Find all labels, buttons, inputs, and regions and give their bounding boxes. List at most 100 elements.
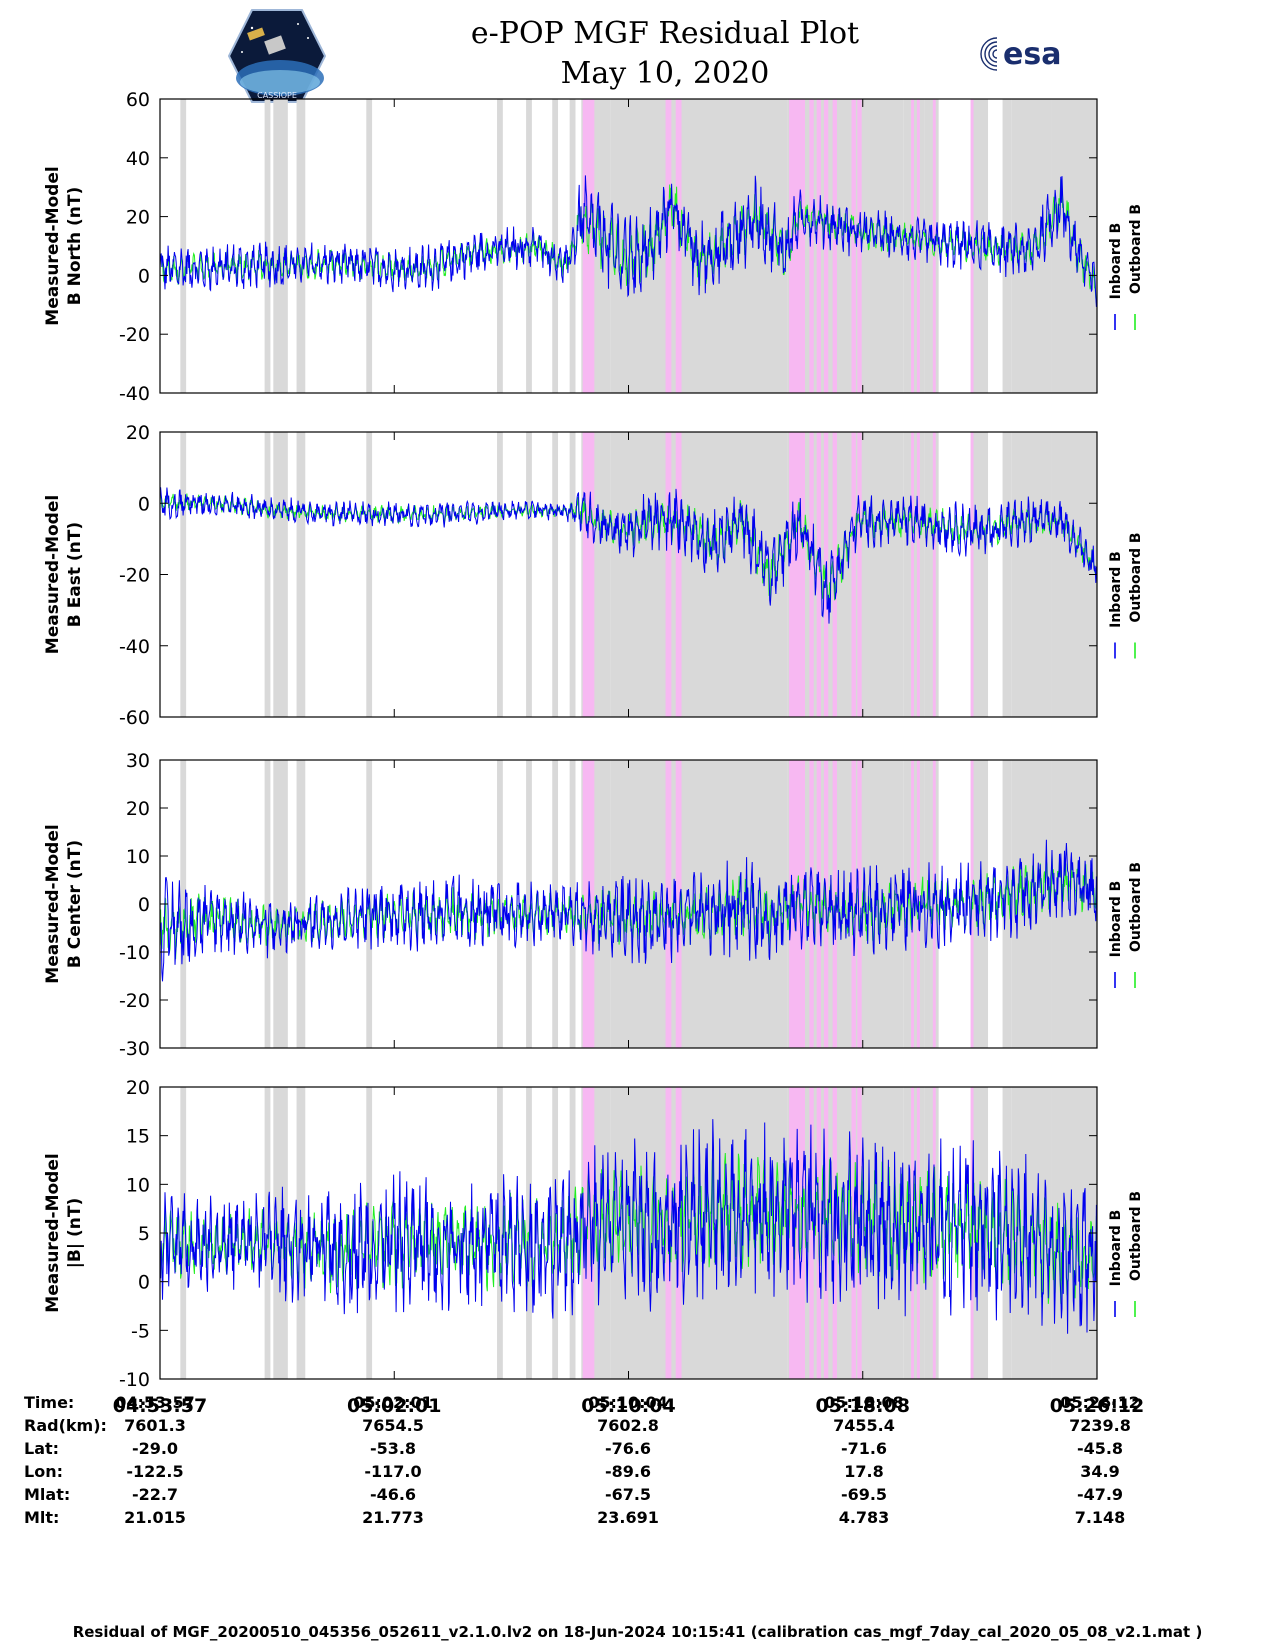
orbit-row-value: -46.6 (369, 1485, 417, 1504)
y-tick-label: 40 (126, 148, 150, 170)
y-axis-label-line-1: Measured-Model (43, 824, 63, 983)
orbit-row-label: Time: (24, 1393, 75, 1412)
y-tick-label: -10 (119, 942, 150, 964)
gray-band (180, 432, 187, 717)
orbit-row-value: 7239.8 (1069, 1416, 1131, 1435)
gray-band (273, 432, 288, 717)
y-tick-label: 60 (126, 89, 150, 111)
orbit-row-value: 05:18:08 (824, 1393, 904, 1412)
gray-band (569, 1087, 576, 1379)
gray-band (569, 432, 576, 717)
pink-band (832, 432, 837, 717)
gray-band (264, 760, 271, 1048)
legend-label-inboard: Inboard B (1108, 223, 1124, 300)
pink-band (916, 432, 920, 717)
legend-label-outboard: Outboard B (1128, 1191, 1144, 1281)
pink-band (832, 99, 837, 393)
x-tick-label: 05:26:12 (1050, 1395, 1145, 1417)
orbit-row-value: -89.6 (604, 1462, 652, 1481)
orbit-row-value: 23.691 (597, 1508, 659, 1527)
panel-3: -30 -20 -10 0 10 20 30 Measured-Model B Center (… (43, 750, 1144, 1060)
gray-band (552, 99, 559, 393)
pink-band (851, 99, 856, 393)
cassiope-logo-text: CASSIOPE (257, 91, 297, 100)
gray-band (970, 432, 989, 717)
gray-band (296, 760, 306, 1048)
pink-band (665, 99, 672, 393)
y-tick-label: 10 (126, 1174, 150, 1196)
y-tick-label: -20 (119, 324, 150, 346)
y-axis-label-line-1: Measured-Model (43, 1153, 63, 1312)
pink-band (789, 99, 801, 393)
orbit-row-value: 7601.3 (124, 1416, 186, 1435)
gray-band (273, 99, 288, 393)
gray-band (1002, 432, 1012, 717)
x-tick-label: 04:53:57 (113, 1395, 208, 1417)
gray-band (497, 1087, 503, 1379)
orbit-row-label: Lat: (24, 1439, 60, 1458)
orbit-row-value: 7602.8 (597, 1416, 659, 1435)
pink-band (809, 432, 814, 717)
orbit-row-label: Mlt: (24, 1508, 60, 1527)
orbit-row-value: -69.5 (840, 1485, 888, 1504)
orbit-row-value: 17.8 (844, 1462, 884, 1481)
pink-band (911, 432, 914, 717)
pink-band (800, 432, 806, 717)
gray-band (610, 432, 788, 717)
pink-band (851, 432, 856, 717)
gray-band (526, 760, 532, 1048)
orbit-row-label: Mlat: (24, 1485, 71, 1504)
inboard-series (159, 175, 1098, 308)
orbit-row-value: -45.8 (1076, 1439, 1124, 1458)
y-tick-label: -20 (119, 990, 150, 1012)
y-axis-label-line-1: Measured-Model (43, 495, 63, 654)
pink-band (582, 432, 595, 717)
gray-band (264, 432, 271, 717)
orbit-row-value: -22.7 (131, 1485, 179, 1504)
orbit-row-value: 05:02:01 (353, 1393, 433, 1412)
orbit-row-label: Rad(km): (24, 1416, 107, 1435)
pink-band (911, 760, 914, 1048)
legend: Inboard B Outboard B (1108, 862, 1144, 988)
y-tick-label: -40 (119, 636, 150, 658)
legend-label-inboard: Inboard B (1108, 551, 1124, 628)
legend-label-outboard: Outboard B (1128, 204, 1144, 294)
footer-caption: Residual of MGF_20200510_045356_052611_v… (72, 1623, 1203, 1641)
pink-band (665, 432, 672, 717)
orbit-row-value: 7654.5 (362, 1416, 424, 1435)
pink-band (809, 1087, 814, 1379)
gray-band (366, 1087, 373, 1379)
y-tick-label: 5 (138, 1223, 150, 1245)
orbit-row-value: -76.6 (604, 1439, 652, 1458)
pink-band (675, 432, 682, 717)
pink-band (816, 99, 821, 393)
pink-band (916, 99, 920, 393)
pink-band (675, 760, 682, 1048)
orbit-row-value: 04:53:57 (115, 1393, 195, 1412)
y-tick-label: -20 (119, 565, 150, 587)
y-tick-label: 15 (126, 1126, 150, 1148)
pink-band (823, 99, 829, 393)
y-tick-label: 20 (126, 207, 150, 229)
orbit-row-value: 21.015 (124, 1508, 186, 1527)
gray-band (296, 432, 306, 717)
pink-band (789, 432, 801, 717)
title-line-1: e-POP MGF Residual Plot (470, 16, 860, 51)
gray-band (924, 432, 939, 717)
y-axis-label-line-2: B East (nT) (65, 522, 85, 627)
pink-band (932, 1087, 936, 1379)
orbit-row-value: 4.783 (838, 1508, 890, 1527)
x-tick-label: 05:02:01 (347, 1395, 442, 1417)
gray-band (264, 1087, 271, 1379)
legend-label-inboard: Inboard B (1108, 1210, 1124, 1287)
y-tick-label: 0 (138, 894, 150, 916)
gray-band (497, 432, 503, 717)
orbit-row-value: -53.8 (369, 1439, 417, 1458)
y-tick-label: -10 (119, 1369, 150, 1391)
orbit-info-table: Time: 04:53:57 05:02:01 05:10:04 05:18:08 05:… (0, 1393, 1275, 1543)
legend-label-outboard: Outboard B (1128, 862, 1144, 952)
pink-band (800, 99, 806, 393)
gray-band (273, 760, 288, 1048)
pink-band (970, 432, 974, 717)
